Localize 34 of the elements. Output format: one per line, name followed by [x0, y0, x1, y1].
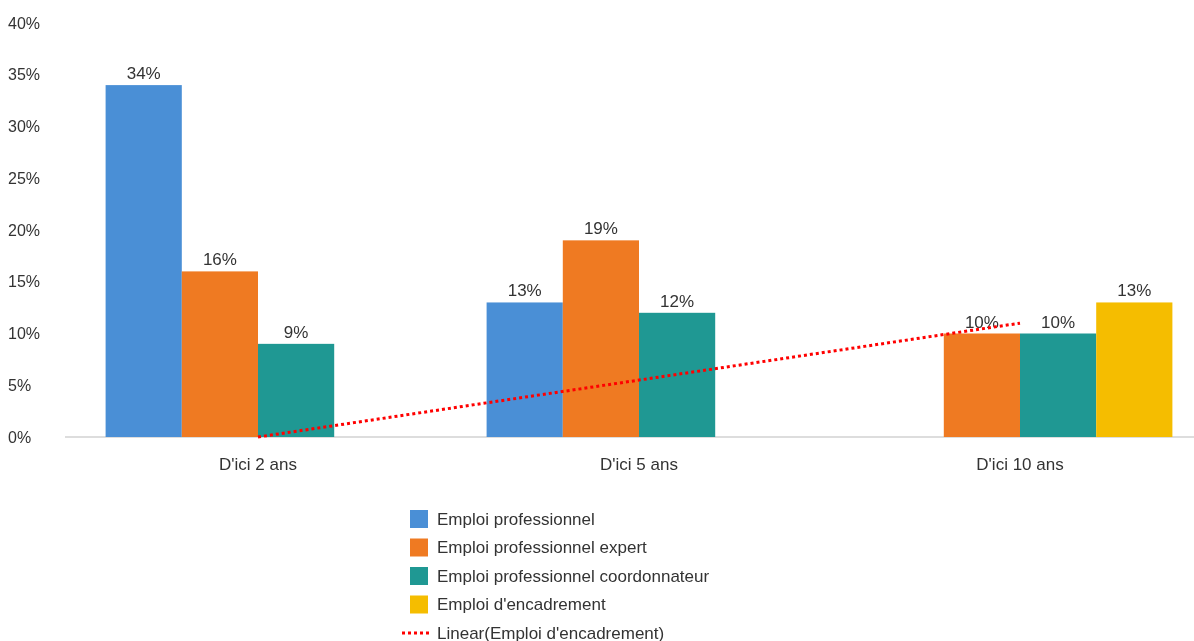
bar: [486, 302, 563, 437]
y-tick-label: 25%: [8, 169, 41, 187]
data-label: 34%: [126, 64, 161, 84]
bar: [943, 333, 1020, 437]
legend-label: Emploi professionnel expert: [437, 538, 648, 558]
bar: [258, 343, 335, 437]
bar: [639, 312, 716, 437]
y-tick-label: 35%: [8, 66, 41, 84]
data-label: 13%: [507, 281, 542, 301]
bar: [181, 271, 258, 437]
y-tick-label: 0%: [8, 428, 32, 446]
bar: [1020, 333, 1097, 437]
bar: [1096, 302, 1173, 437]
data-label: 13%: [1117, 281, 1152, 301]
data-label: 12%: [660, 291, 695, 311]
y-tick-label: 10%: [8, 325, 41, 343]
y-tick-label: 20%: [8, 221, 41, 239]
legend-label: Emploi d'encadrement: [437, 595, 606, 615]
bar: [562, 240, 639, 437]
bar: [105, 85, 182, 437]
y-tick-label: 15%: [8, 273, 41, 291]
data-label: 10%: [1041, 312, 1076, 332]
data-label: 19%: [583, 219, 618, 239]
data-label: 16%: [202, 250, 237, 270]
x-tick-label: D'ici 10 ans: [976, 455, 1064, 474]
x-tick-label: D'ici 5 ans: [600, 455, 678, 474]
data-label: 10%: [964, 312, 999, 332]
x-tick-label: D'ici 2 ans: [219, 455, 297, 474]
y-tick-label: 30%: [8, 118, 41, 136]
y-tick-label: 40%: [8, 14, 41, 32]
data-label: 9%: [283, 322, 309, 342]
y-tick-label: 5%: [8, 376, 32, 394]
legend-label: Emploi professionnel: [437, 509, 595, 529]
legend-label: Emploi professionnel coordonnateur: [437, 566, 710, 586]
